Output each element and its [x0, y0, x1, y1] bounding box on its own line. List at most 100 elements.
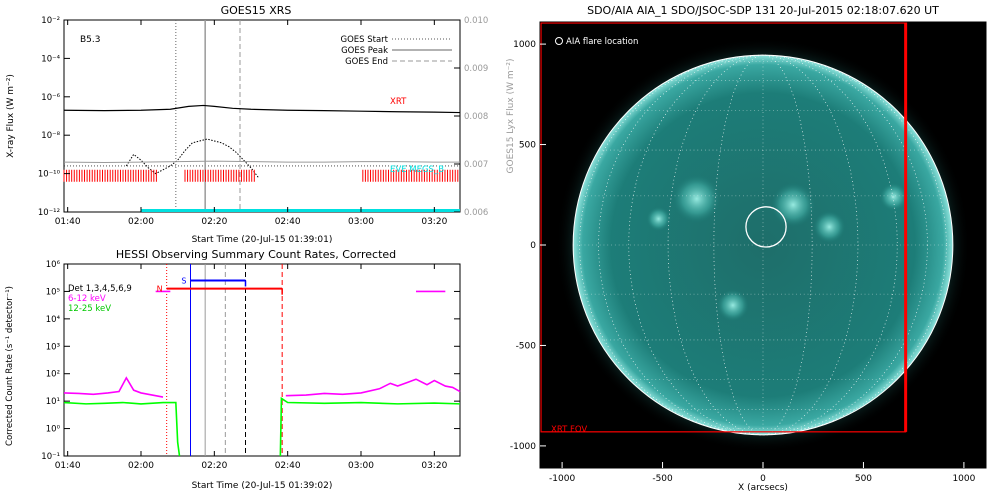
- xrt-coverage-band-0: [63, 169, 157, 182]
- aia-overlays: [540, 22, 908, 433]
- goes-legend: GOES Start GOES Peak GOES End: [340, 35, 452, 67]
- goes-x-tick-label: 02:00: [128, 217, 154, 227]
- goes-y-tick-label: 10⁻¹²: [38, 208, 60, 218]
- aia-flare-legend-label: AIA flare location: [566, 37, 638, 47]
- hessi-x-tick-label: 03:00: [348, 461, 374, 471]
- hessi-series-0-segment-0: [63, 376, 164, 398]
- aia-active-region-1: [771, 182, 816, 227]
- aia-y-tick-label: 1000: [513, 40, 536, 50]
- goes-x-tick-label: 02:20: [201, 217, 227, 227]
- aia-title: SDO/AIA AIA_1 SDO/JSOC-SDP 131 20-Jul-20…: [587, 4, 939, 17]
- goes-axes: 01:40 02:00 02:20 02:40 03:00 03:20 10⁻² 10⁻⁴ 10…: [38, 16, 488, 227]
- hessi-y-tick-label: 10¹: [46, 397, 60, 407]
- aia-x-tick-label: -1000: [549, 474, 575, 484]
- goes-legend-peak-label: GOES Peak: [341, 46, 388, 56]
- goes-x-tick-label: 02:40: [275, 217, 301, 227]
- aia-panel: SDO/AIA AIA_1 SDO/JSOC-SDP 131 20-Jul-20…: [510, 4, 987, 493]
- aia-grid-longitude: [667, 54, 859, 436]
- goes-y-tick-label: 10⁻²: [41, 16, 60, 26]
- hessi-y-tick-label: 10⁰: [46, 425, 61, 435]
- aia-y-tick-label: -500: [516, 341, 537, 351]
- xrt-fov-label: XRT FOV: [551, 425, 587, 435]
- aia-y-tick-label: 500: [519, 141, 536, 151]
- hessi-legend: Det 1,3,4,5,6,9 6-12 keV 12-25 keV: [68, 284, 132, 314]
- hessi-x-tick-label: 01:40: [55, 461, 81, 471]
- aia-grid-longitude: [598, 54, 928, 436]
- aia-active-region-5: [716, 289, 749, 322]
- hessi-y-tick-label: 10⁵: [46, 287, 60, 297]
- hessi-legend-12-25: 12-25 keV: [68, 304, 111, 314]
- goes-legend-end-label: GOES End: [345, 57, 388, 67]
- aia-active-region-4: [879, 182, 908, 211]
- aia-solar-disk: [573, 55, 953, 435]
- hessi-legend-6-12: 6-12 keV: [68, 294, 106, 304]
- aia-limb-circle: [572, 54, 954, 436]
- hessi-series-1-segment-0: [63, 401, 181, 457]
- aia-flare-location-circle: [745, 206, 787, 248]
- aia-x-axis-label: X (arcsecs): [738, 483, 788, 493]
- hessi-y-tick-label: 10⁻¹: [41, 452, 60, 462]
- goes-y2-tick-label: 0.008: [464, 112, 488, 122]
- goes-series-line-0: [63, 104, 461, 114]
- aia-active-region-2: [813, 210, 846, 243]
- eve-coverage-bar-0: [141, 209, 460, 212]
- goes-y-axis-label: X-ray Flux (W m⁻²): [6, 74, 16, 158]
- goes-series-line-1: [125, 138, 259, 178]
- goes-y2-tick-label: 0.006: [464, 208, 488, 218]
- hessi-y-axis-label: Corrected Count Rate (s⁻¹ detector⁻¹): [5, 286, 15, 446]
- hessi-title: HESSI Observing Summary Count Rates, Cor…: [116, 248, 396, 261]
- hessi-y-tick-label: 10²: [46, 370, 60, 380]
- xrt-coverage-band-2: [362, 169, 459, 182]
- hessi-x-tick-label: 02:00: [128, 461, 154, 471]
- goes-y-tick-label: 10⁻⁶: [41, 93, 60, 103]
- hessi-legend-det: Det 1,3,4,5,6,9: [68, 284, 132, 294]
- aia-image: [556, 38, 970, 452]
- aia-x-tick-label: -500: [652, 474, 673, 484]
- goes-legend-start-label: GOES Start: [340, 35, 388, 45]
- hessi-flag-label-N: N: [157, 285, 163, 294]
- goes-title: GOES15 XRS: [221, 4, 292, 17]
- goes-y-tick-label: 10⁻⁸: [41, 131, 60, 141]
- goes-y-tick-label: 10⁻⁴: [41, 54, 60, 64]
- xrt-coverage-band-1: [184, 169, 255, 182]
- hessi-plot-frame: [63, 263, 461, 457]
- goes-x-axis-label: Start Time (20-Jul-15 01:39:01): [192, 235, 333, 245]
- hessi-series-1-segment-1: [279, 396, 461, 457]
- aia-flare-legend: AIA flare location: [555, 37, 638, 47]
- aia-y-tick-label: 0: [530, 241, 536, 251]
- hessi-panel: HESSI Observing Summary Count Rates, Cor…: [5, 248, 461, 491]
- aia-grid-longitude: [628, 54, 898, 436]
- aia-active-region-3: [646, 206, 671, 231]
- hessi-x-tick-label: 02:40: [275, 461, 301, 471]
- aia-x-tick-label: 0: [760, 474, 766, 484]
- aia-flare-legend-symbol: [555, 37, 563, 45]
- hessi-x-tick-label: 03:20: [421, 461, 447, 471]
- xrt-coverage-label: XRT: [390, 97, 407, 107]
- goes-y2-tick-label: 0.009: [464, 64, 488, 74]
- aia-x-tick-label: 1000: [952, 474, 975, 484]
- goes-y-tick-label: 10⁻¹⁰: [38, 170, 61, 180]
- aia-x-tick-label: 500: [855, 474, 872, 484]
- goes-x-tick-label: 01:40: [55, 217, 81, 227]
- hessi-x-axis-label: Start Time (20-Jul-15 01:39:02): [192, 481, 333, 491]
- goes-y2-axis-label: GOES15 Lyx Flux (W m⁻²): [506, 59, 516, 174]
- hessi-x-tick-label: 02:20: [201, 461, 227, 471]
- hessi-y-tick-label: 10⁶: [46, 260, 61, 270]
- hessi-flag-label-S: S: [181, 276, 186, 285]
- goes-x-tick-label: 03:20: [421, 217, 447, 227]
- goes-y2-tick-label: 0.007: [464, 160, 488, 170]
- hessi-series-0-segment-1: [285, 378, 461, 397]
- aia-y-tick-label: -1000: [510, 442, 536, 452]
- goes-x-tick-label: 03:00: [348, 217, 374, 227]
- eve-coverage-label: EVE MEGS_B: [390, 165, 444, 175]
- aia-grid-longitude: [713, 54, 813, 436]
- goes-class-label: B5.3: [80, 35, 101, 45]
- aia-axes: -1000 -500 0 500 1000 1000 500 0 -500 -1000: [510, 40, 976, 484]
- hessi-axes: 01:40 02:00 02:20 02:40 03:00 03:20 10⁶ 10⁵ 10⁴ 1…: [41, 260, 460, 471]
- hessi-y-tick-label: 10³: [46, 342, 60, 352]
- hessi-marks: NS: [63, 264, 461, 457]
- goes-panel: GOES15 XRS 01:40 02:00 02:20 02:40 03:00 03:2…: [6, 4, 516, 245]
- aia-active-region-0: [672, 174, 721, 223]
- goes-y2-tick-label: 0.010: [464, 16, 488, 26]
